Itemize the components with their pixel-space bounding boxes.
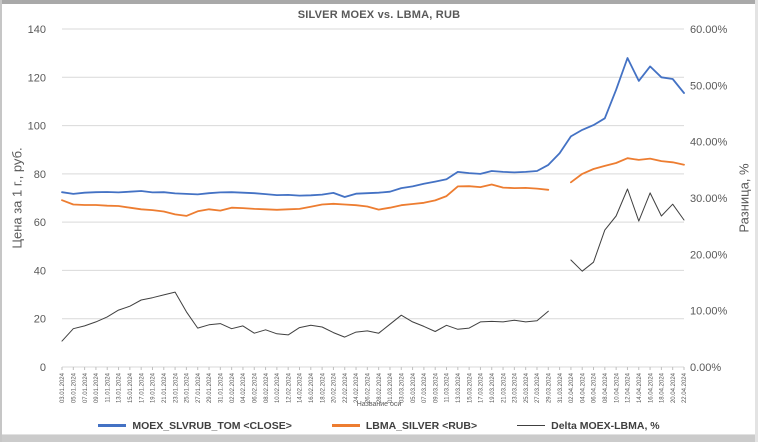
x-tick-label: 02.02.2024 [230,372,236,403]
x-axis-title: Название оси [356,401,402,408]
y-left-tick-label: 120 [28,72,46,84]
legend-label-lbma: LBMA_SILVER <RUB> [365,419,478,432]
x-tick-label: 23.01.2024 [173,372,179,403]
x-tick-label: 20.02.2024 [332,372,338,403]
x-tick-label: 14.02.2024 [298,372,304,403]
x-tick-label: 09.01.2024 [94,372,100,403]
y-left-tick-label: 60 [34,217,46,229]
x-tick-label: 27.01.2024 [196,372,202,403]
x-tick-label: 31.03.2024 [558,372,564,403]
x-tick-label: 06.02.2024 [252,372,258,403]
x-tick-label: 16.04.2024 [648,372,654,403]
x-tick-label: 14.04.2024 [637,372,643,403]
y-left-tick-label: 20 [34,314,46,326]
x-tick-label: 29.03.2024 [546,372,552,403]
delta-line-swatch-icon [517,425,546,426]
x-tick-label: 21.03.2024 [501,372,507,403]
x-tick-label: 05.01.2024 [72,372,78,403]
chart-legend: MOEX_SLVRUB_TOM <CLOSE> LBMA_SILVER <RUB… [0,418,758,433]
x-tick-label: 12.04.2024 [626,372,632,403]
x-tick-label: 27.03.2024 [535,372,541,403]
lbma-line-swatch-icon [331,424,360,427]
x-tick-label: 09.03.2024 [433,372,439,403]
x-tick-label: 28.02.2024 [377,372,383,403]
window-edge-top [0,0,758,4]
x-tick-label: 22.04.2024 [682,372,688,403]
x-tick-label: 23.03.2024 [513,372,519,403]
x-tick-label: 02.04.2024 [569,372,575,403]
x-tick-label: 24.02.2024 [354,372,360,403]
y-right-tick-label: 10.00% [690,306,728,318]
y-right-tick-label: 30.00% [690,193,728,205]
legend-item-moex[interactable]: MOEX_SLVRUB_TOM <CLOSE> [98,419,292,432]
legend-item-delta[interactable]: Delta MOEX-LBMA, % [517,420,660,432]
legend-item-lbma[interactable]: LBMA_SILVER <RUB> [331,419,478,432]
y-right-tick-label: 60.00% [690,24,728,36]
legend-label-delta: Delta MOEX-LBMA, % [551,419,660,432]
y-left-tick-label: 100 [28,121,46,133]
x-tick-label: 03.01.2024 [60,372,66,403]
x-tick-label: 10.02.2024 [275,372,281,403]
x-tick-label: 25.01.2024 [185,372,191,403]
chart-title: SILVER MOEX vs. LBMA, RUB [297,9,461,21]
series-line-1 [61,157,685,217]
y-left-tick-label: 0 [40,362,46,374]
y-axis-right-title: Разница, % [736,163,752,233]
x-tick-label: 04.04.2024 [580,372,586,403]
x-tick-label: 05.03.2024 [411,372,417,403]
y-right-tick-label: 40.00% [690,137,728,149]
x-tick-label: 13.01.2024 [117,372,123,403]
x-tick-label: 08.02.2024 [264,372,270,403]
x-tick-label: 19.01.2024 [151,372,157,403]
y-right-tick-label: 20.00% [690,249,728,261]
legend-label-moex: MOEX_SLVRUB_TOM <CLOSE> [132,419,292,432]
series-line-2 [61,188,685,342]
x-tick-label: 08.04.2024 [603,372,609,403]
x-tick-label: 26.02.2024 [366,372,372,403]
y-right-tick-label: 0.00% [690,362,721,374]
x-tick-label: 07.03.2024 [422,372,428,403]
y-right-tick-label: 50.00% [690,80,728,92]
series-line-0 [61,57,685,198]
x-tick-label: 29.01.2024 [207,372,213,403]
x-tick-label: 18.04.2024 [660,372,666,403]
window-edge-right [755,0,758,442]
x-tick-label: 25.03.2024 [524,372,530,403]
x-tick-label: 21.01.2024 [162,372,168,403]
x-tick-label: 10.04.2024 [614,372,620,403]
x-tick-label: 16.02.2024 [309,372,315,403]
x-tick-label: 15.01.2024 [128,372,134,403]
x-tick-label: 13.03.2024 [456,372,462,403]
moex-line-swatch-icon [98,424,127,427]
x-tick-label: 12.02.2024 [286,372,292,403]
window-edge-bottom [0,434,758,442]
x-tick-label: 03.03.2024 [399,372,405,403]
y-left-tick-label: 80 [34,169,46,181]
y-left-tick-label: 40 [34,265,46,277]
x-tick-label: 15.03.2024 [467,372,473,403]
x-tick-label: 17.03.2024 [479,372,485,403]
x-tick-label: 11.01.2024 [105,372,111,402]
x-tick-label: 19.03.2024 [490,372,496,403]
y-left-tick-label: 140 [28,24,46,36]
x-tick-label: 01.03.2024 [388,372,394,403]
x-tick-label: 18.02.2024 [320,372,326,403]
y-axis-left-title: Цена за 1 г., руб. [9,147,25,249]
x-tick-label: 31.01.2024 [219,372,225,403]
x-tick-label: 17.01.2024 [139,372,145,403]
x-tick-label: 07.01.2024 [83,372,89,403]
x-tick-label: 22.02.2024 [343,372,349,403]
x-tick-label: 20.04.2024 [671,372,677,403]
x-tick-label: 06.04.2024 [592,372,598,403]
window-edge-left [0,0,2,442]
x-tick-label: 04.02.2024 [241,372,247,403]
x-tick-label: 11.03.2024 [445,372,451,402]
